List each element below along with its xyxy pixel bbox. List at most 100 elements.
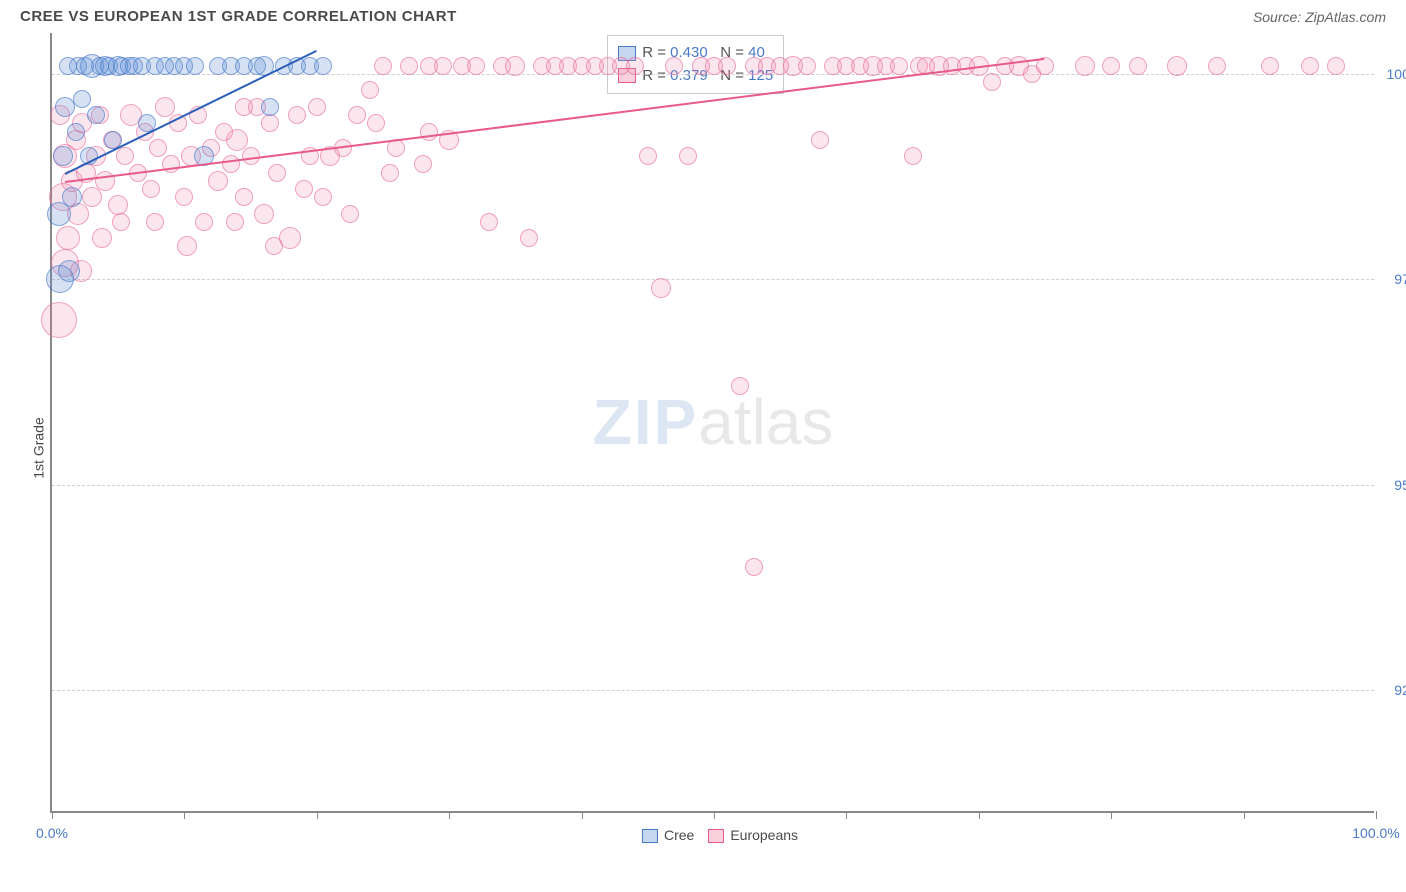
x-tick	[846, 811, 847, 819]
data-point-eu	[1075, 56, 1095, 76]
data-point-eu	[381, 164, 399, 182]
data-point-eu	[92, 228, 112, 248]
data-point-cree	[314, 57, 332, 75]
data-point-eu	[177, 236, 197, 256]
data-point-eu	[314, 188, 332, 206]
trendline-eu	[65, 58, 1045, 183]
data-point-eu	[361, 81, 379, 99]
series-legend-item: Cree	[628, 827, 694, 843]
gridline-h	[52, 279, 1374, 280]
data-point-eu	[890, 57, 908, 75]
data-point-eu	[639, 147, 657, 165]
data-point-eu	[149, 139, 167, 157]
data-point-eu	[374, 57, 392, 75]
data-point-eu	[348, 106, 366, 124]
data-point-cree	[53, 146, 73, 166]
data-point-eu	[56, 226, 80, 250]
data-point-eu	[308, 98, 326, 116]
data-point-eu	[41, 302, 77, 338]
data-point-eu	[146, 213, 164, 231]
x-tick	[184, 811, 185, 819]
data-point-eu	[400, 57, 418, 75]
legend-swatch	[708, 829, 724, 843]
data-point-eu	[142, 180, 160, 198]
data-point-eu	[679, 147, 697, 165]
y-tick-label: 92.5%	[1379, 682, 1406, 698]
plot-area: ZIPatlas R = 0.430 N = 40R = 0.379 N = 1…	[50, 33, 1374, 813]
x-tick	[979, 811, 980, 819]
data-point-eu	[626, 57, 644, 75]
data-point-eu	[983, 73, 1001, 91]
data-point-eu	[226, 213, 244, 231]
y-axis-label: 1st Grade	[31, 417, 47, 478]
data-point-cree	[62, 187, 82, 207]
data-point-cree	[186, 57, 204, 75]
data-point-cree	[55, 97, 75, 117]
watermark-zip: ZIP	[593, 386, 699, 458]
source-attribution: Source: ZipAtlas.com	[1253, 9, 1386, 25]
data-point-eu	[731, 377, 749, 395]
data-point-eu	[162, 155, 180, 173]
data-point-eu	[467, 57, 485, 75]
x-tick	[582, 811, 583, 819]
x-tick	[1111, 811, 1112, 819]
data-point-eu	[254, 204, 274, 224]
series-legend-label: Europeans	[730, 827, 798, 843]
data-point-eu	[235, 188, 253, 206]
data-point-eu	[651, 278, 671, 298]
x-tick	[1244, 811, 1245, 819]
series-legend-item: Europeans	[694, 827, 798, 843]
watermark-atlas: atlas	[698, 386, 833, 458]
data-point-eu	[1208, 57, 1226, 75]
x-tick	[1376, 811, 1377, 819]
data-point-eu	[208, 171, 228, 191]
data-point-eu	[195, 213, 213, 231]
data-point-eu	[520, 229, 538, 247]
chart-container: 1st Grade ZIPatlas R = 0.430 N = 40R = 0…	[40, 33, 1386, 863]
source-value: ZipAtlas.com	[1305, 9, 1386, 25]
data-point-cree	[261, 98, 279, 116]
data-point-eu	[434, 57, 452, 75]
data-point-eu	[82, 187, 102, 207]
data-point-eu	[1327, 57, 1345, 75]
data-point-eu	[480, 213, 498, 231]
legend-r-label: R =	[642, 44, 670, 61]
data-point-eu	[95, 171, 115, 191]
legend-swatch	[642, 829, 658, 843]
data-point-eu	[367, 114, 385, 132]
data-point-eu	[341, 205, 359, 223]
data-point-cree	[67, 123, 85, 141]
data-point-cree	[87, 106, 105, 124]
x-tick-label: 100.0%	[1352, 825, 1399, 841]
data-point-eu	[265, 237, 283, 255]
data-point-eu	[1129, 57, 1147, 75]
x-tick	[52, 811, 53, 819]
series-legend-label: Cree	[664, 827, 694, 843]
series-legend: Cree Europeans	[628, 827, 798, 843]
data-point-eu	[288, 106, 306, 124]
data-point-eu	[1167, 56, 1187, 76]
y-tick-label: 97.5%	[1379, 271, 1406, 287]
chart-title: CREE VS EUROPEAN 1ST GRADE CORRELATION C…	[20, 8, 457, 25]
data-point-eu	[175, 188, 193, 206]
y-tick-label: 95.0%	[1379, 477, 1406, 493]
data-point-eu	[295, 180, 313, 198]
data-point-eu	[268, 164, 286, 182]
gridline-h	[52, 690, 1374, 691]
data-point-eu	[222, 155, 240, 173]
source-label: Source:	[1253, 9, 1305, 25]
x-tick	[317, 811, 318, 819]
data-point-eu	[155, 97, 175, 117]
data-point-eu	[665, 57, 683, 75]
data-point-eu	[414, 155, 432, 173]
data-point-eu	[1102, 57, 1120, 75]
data-point-eu	[261, 114, 279, 132]
data-point-eu	[745, 558, 763, 576]
data-point-eu	[112, 213, 130, 231]
data-point-eu	[235, 98, 253, 116]
data-point-eu	[904, 147, 922, 165]
data-point-cree	[58, 260, 80, 282]
data-point-eu	[116, 147, 134, 165]
watermark: ZIPatlas	[593, 385, 834, 459]
data-point-cree	[73, 90, 91, 108]
